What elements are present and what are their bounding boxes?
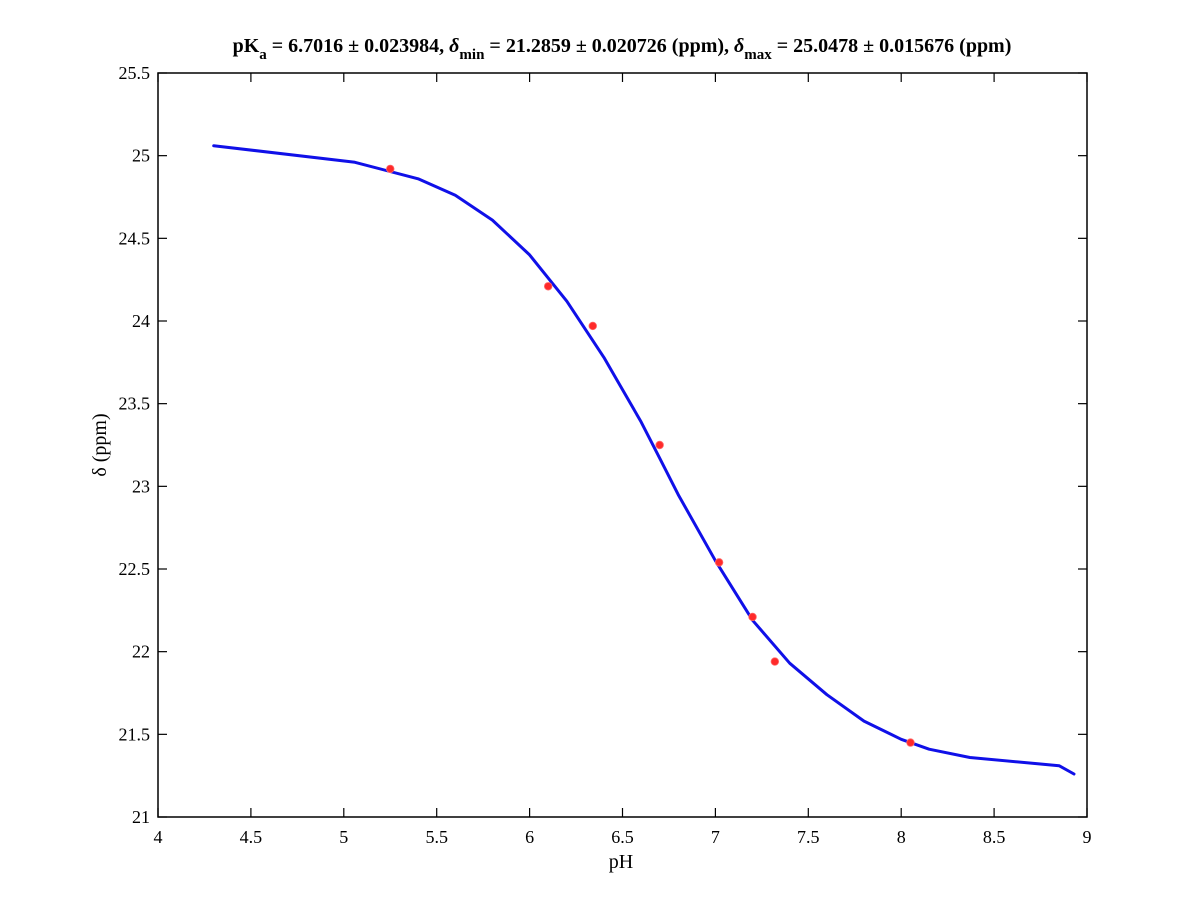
x-tick-label: 8.5 (983, 827, 1006, 847)
x-tick-label: 9 (1083, 827, 1092, 847)
x-tick-label: 6.5 (611, 827, 634, 847)
x-tick-label: 8 (897, 827, 906, 847)
x-tick-label: 5.5 (425, 827, 448, 847)
data-point (655, 440, 664, 450)
title-dmin-symbol: δ (449, 35, 459, 57)
data-point (543, 282, 553, 291)
data-point (386, 164, 395, 174)
y-tick-label: 22 (132, 642, 150, 662)
x-axis-label: pH (609, 851, 633, 873)
title-dmax-sub: max (744, 47, 772, 63)
x-tick-label: 6 (525, 827, 534, 847)
y-axis-label: δ (ppm) (89, 413, 111, 476)
data-point (906, 738, 915, 747)
title-dmax-symbol: δ (734, 35, 744, 57)
x-tick-label: 7 (711, 827, 720, 847)
title-dmin-sub: min (459, 47, 485, 63)
plot-area: 4 4.5 5 5.5 6 6.5 7 7.5 8 8.5 9 21 21.5 22 22.5 23 23.5 2… (119, 63, 1092, 847)
title-dmax-rest: = 25.0478 ± 0.015676 (ppm) (772, 35, 1012, 57)
x-tick-label: 5 (339, 827, 348, 847)
title-pka-rest: = 6.7016 ± 0.023984, (267, 35, 449, 57)
y-tick-label: 25.5 (119, 63, 151, 83)
svg-text:pKa = 6.7016 ± 0.023984, δmin: pKa = 6.7016 ± 0.023984, δmin = 21.2859 … (233, 35, 1012, 63)
y-tick-label: 24 (132, 311, 150, 331)
y-tick-label: 25 (132, 146, 150, 166)
y-tick-label: 23 (132, 476, 150, 496)
x-tick-label: 4 (154, 827, 163, 847)
x-tick-label: 7.5 (797, 827, 820, 847)
data-point (748, 612, 757, 622)
title-pka-sub: a (259, 47, 267, 63)
y-tick-label: 21.5 (119, 724, 151, 744)
x-tick-label: 4.5 (240, 827, 263, 847)
chart-title: pKa = 6.7016 ± 0.023984, δmin = 21.2859 … (233, 35, 1012, 63)
plot-frame (157, 72, 1088, 818)
title-pka-prefix: pK (233, 35, 260, 57)
title-dmin-rest: = 21.2859 ± 0.020726 (ppm), (484, 35, 734, 57)
data-point (588, 321, 597, 331)
data-point (714, 558, 724, 567)
data-point (770, 657, 780, 666)
y-tick-label: 24.5 (119, 228, 151, 248)
y-tick-label: 23.5 (119, 394, 151, 414)
y-tick-label: 21 (132, 807, 150, 827)
fit-curve (212, 144, 1076, 776)
y-tick-label: 22.5 (119, 559, 151, 579)
